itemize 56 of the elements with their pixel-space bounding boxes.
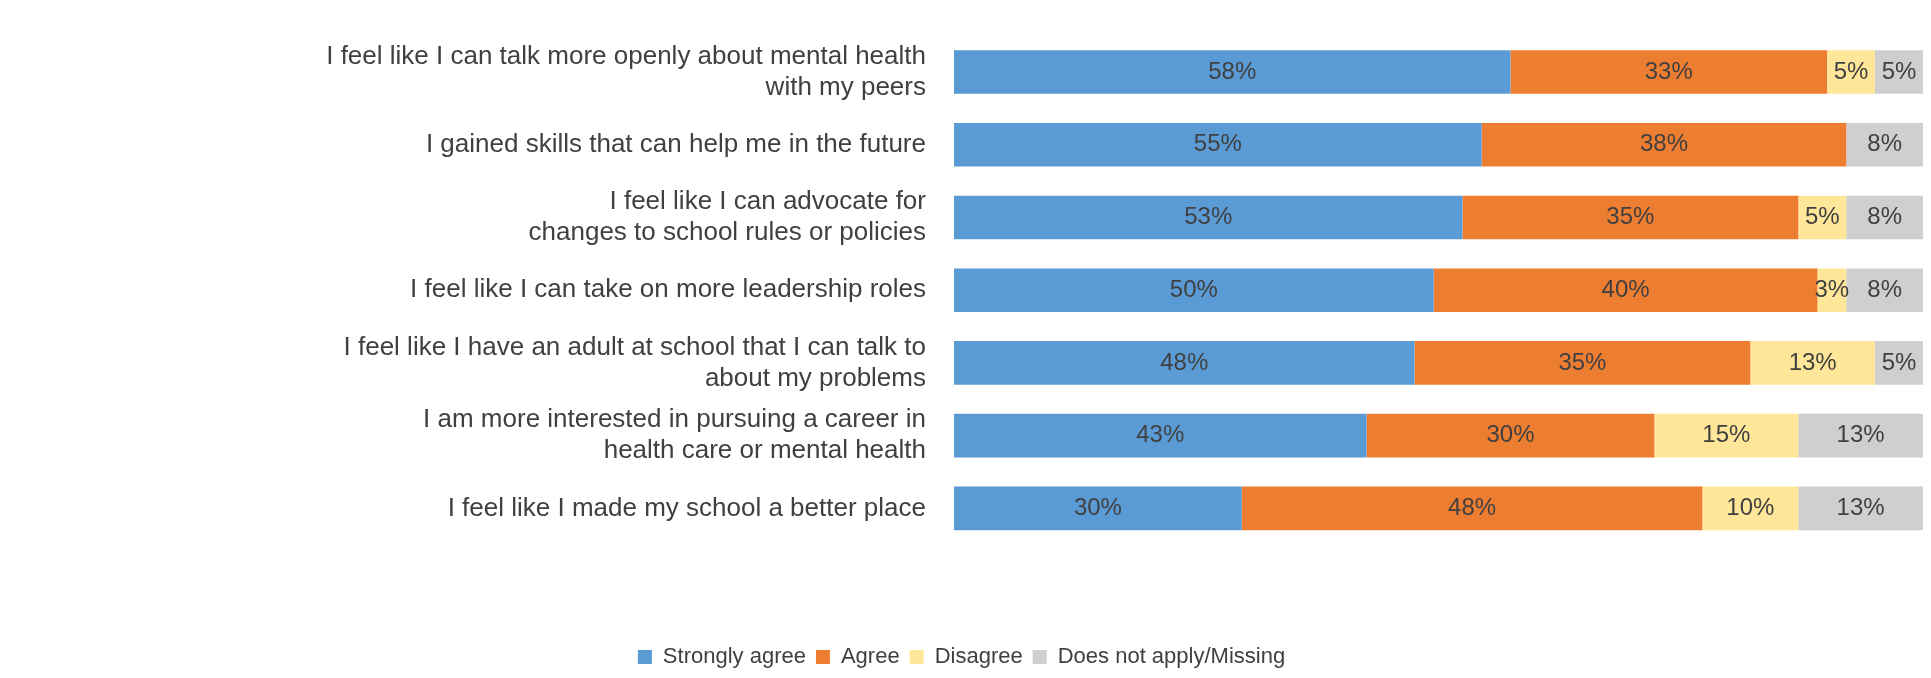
data-label: 13% [1836, 420, 1885, 448]
data-label: 10% [1726, 493, 1775, 521]
legend-label: Agree [840, 643, 900, 669]
data-label: 13% [1836, 493, 1885, 521]
y-tick-label: I am more interested in pursuing a career in health care or mental health [423, 403, 926, 465]
legend-label: Disagree [934, 643, 1023, 669]
data-label: 5% [1881, 347, 1917, 375]
data-label: 35% [1606, 202, 1655, 230]
data-label: 50% [1169, 274, 1218, 302]
legend-label: Does not apply/Missing [1057, 643, 1286, 669]
data-label: 30% [1073, 493, 1122, 521]
bar [1798, 486, 1923, 531]
data-label: 40% [1601, 274, 1650, 302]
bar [1654, 413, 1799, 458]
data-label: 3% [1814, 274, 1850, 302]
data-label: 5% [1804, 202, 1840, 230]
y-tick-label: I gained skills that can help me in the future [425, 127, 926, 158]
bar [1241, 486, 1703, 531]
y-tick-label: I feel like I have an adult at school that I can talk to about my problems [343, 330, 926, 392]
y-tick-label: I feel like I can talk more openly about mental health with my peers [326, 39, 926, 101]
data-label: 13% [1788, 347, 1837, 375]
bar [1414, 341, 1751, 385]
data-label: 8% [1867, 274, 1902, 302]
bar [954, 195, 1463, 240]
bar [954, 341, 1415, 385]
bar [1481, 122, 1847, 167]
data-label: 55% [1193, 129, 1242, 157]
bar [1462, 195, 1799, 240]
bar [954, 413, 1367, 458]
bar [954, 268, 1434, 313]
bar [1510, 50, 1828, 94]
data-label: 8% [1867, 129, 1902, 157]
y-tick-label: I feel like I made my school a better place [447, 491, 926, 522]
bar [954, 486, 1242, 531]
data-label: 8% [1867, 202, 1902, 230]
bar [1750, 341, 1876, 385]
data-label: 58% [1208, 56, 1257, 84]
data-label: 38% [1639, 129, 1688, 157]
bar [954, 50, 1511, 94]
data-label: 35% [1558, 347, 1607, 375]
data-label: 15% [1702, 420, 1751, 448]
bar [1798, 413, 1923, 458]
data-label: 30% [1486, 420, 1535, 448]
y-tick-label: I feel like I can take on more leadership roles [410, 273, 926, 304]
data-label: 53% [1184, 202, 1233, 230]
y-tick-label: I feel like I can advocate for changes to school rules or policies [528, 185, 927, 247]
data-label: 33% [1644, 56, 1693, 84]
data-label: 5% [1881, 56, 1917, 84]
data-label: 43% [1136, 420, 1185, 448]
bar [1366, 413, 1655, 458]
legend-label: Strongly agree [662, 643, 806, 669]
data-label: 48% [1448, 493, 1497, 521]
bar [954, 122, 1482, 167]
data-label: 5% [1833, 56, 1869, 84]
bar [1846, 122, 1923, 167]
data-label: 48% [1160, 347, 1209, 375]
